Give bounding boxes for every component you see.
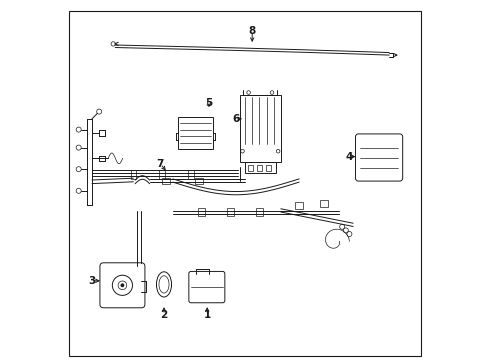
Bar bbox=[247, 165, 253, 171]
Bar bbox=[257, 165, 262, 171]
Bar bbox=[266, 165, 271, 171]
Circle shape bbox=[121, 284, 124, 287]
Bar bbox=[256, 208, 263, 216]
Bar bbox=[198, 208, 205, 216]
Text: 1: 1 bbox=[203, 310, 211, 320]
Text: 7: 7 bbox=[157, 159, 164, 169]
Bar bbox=[178, 117, 213, 149]
Bar bbox=[245, 162, 275, 173]
Text: 6: 6 bbox=[232, 114, 240, 124]
Bar bbox=[162, 178, 170, 184]
Text: 2: 2 bbox=[160, 310, 168, 320]
Bar bbox=[320, 200, 328, 207]
Bar bbox=[130, 170, 136, 179]
Bar bbox=[294, 202, 303, 209]
Bar bbox=[159, 170, 165, 179]
Text: 4: 4 bbox=[346, 152, 353, 162]
Bar bbox=[195, 178, 202, 184]
Bar bbox=[240, 95, 281, 162]
Bar bbox=[227, 208, 234, 216]
Text: 8: 8 bbox=[248, 26, 256, 36]
Bar bbox=[188, 170, 194, 179]
Text: 3: 3 bbox=[88, 276, 96, 286]
Text: 5: 5 bbox=[205, 98, 213, 108]
